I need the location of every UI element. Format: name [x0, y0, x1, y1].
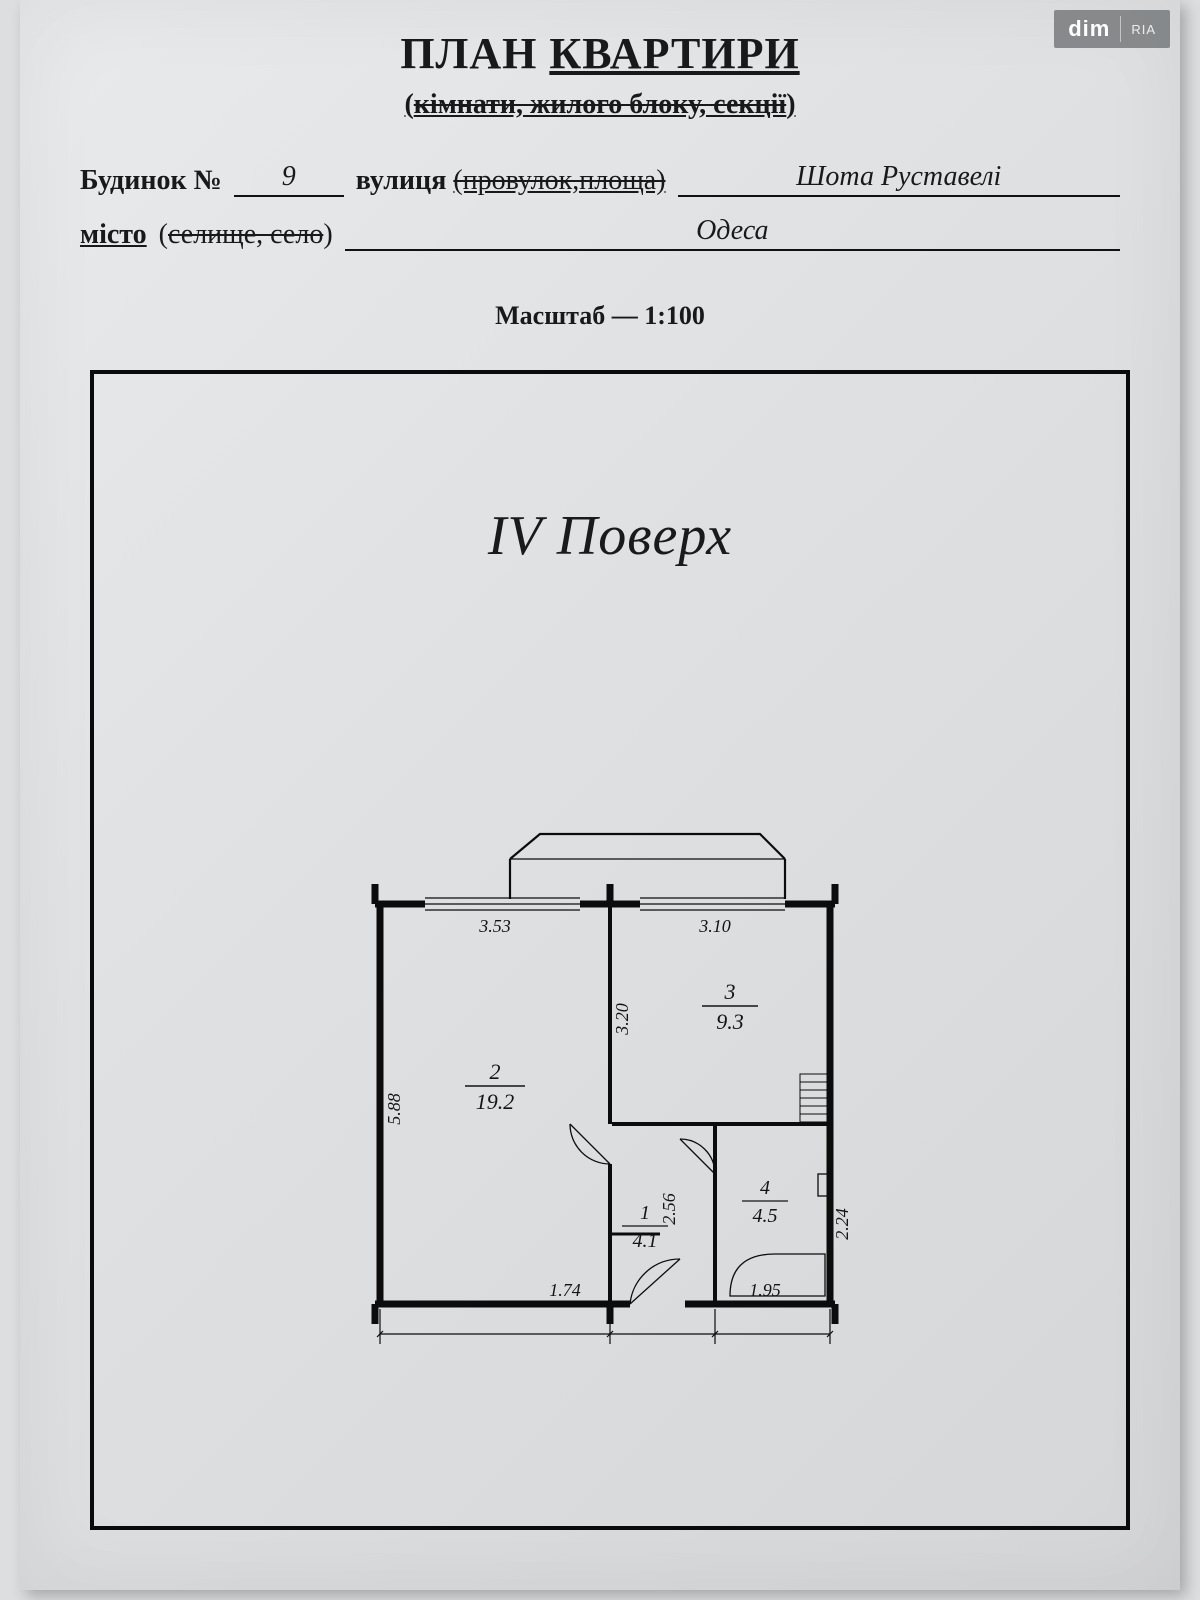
balcony-outline [510, 834, 785, 859]
outer-wall-bottom [375, 1304, 835, 1324]
title-word-2: КВАРТИРИ [549, 29, 799, 78]
outer-wall-top [375, 884, 835, 904]
title-word-1: ПЛАН [400, 29, 537, 78]
document-title-block: ПЛАН КВАРТИРИ (кімнати, жилого блоку, се… [20, 0, 1180, 121]
room4-area: 4.5 [753, 1205, 778, 1227]
street-label-text: вулиця [356, 165, 447, 196]
street-label: вулиця (провулок,площа) [356, 165, 666, 197]
form-row-2: місто (селище, село) Одеса [80, 215, 1120, 251]
dim-h-room1: 2.56 [659, 1193, 679, 1225]
form-row-1: Будинок № 9 вулиця (провулок,площа) Шота… [80, 161, 1120, 197]
dim-h-left: 5.88 [384, 1093, 404, 1125]
vent-hatch [800, 1074, 828, 1122]
room1-area: 4.1 [633, 1230, 658, 1252]
room2-num: 2 [490, 1059, 501, 1084]
room4-num: 4 [760, 1177, 770, 1199]
dim-h-room4: 2.24 [832, 1208, 852, 1240]
dim-h-room3: 3.20 [612, 1003, 632, 1036]
room1-num: 1 [640, 1202, 650, 1224]
building-value: 9 [234, 161, 344, 197]
city-value: Одеса [345, 215, 1120, 251]
room3-area: 9.3 [716, 1009, 744, 1034]
street-alt-struck: (провулок,площа) [453, 165, 665, 196]
room2-area: 19.2 [476, 1089, 515, 1114]
dim-lines [377, 1309, 833, 1344]
watermark-text: dim [1068, 16, 1110, 42]
document-subtitle: (кімнати, жилого блоку, секції) [20, 89, 1180, 121]
room3-num: 3 [724, 979, 736, 1004]
watermark-separator [1120, 16, 1121, 42]
dimension-labels: 3.53 3.10 5.88 3.20 2.56 2.24 1.74 1.95 [384, 916, 852, 1300]
document-page: dim RIA ПЛАН КВАРТИРИ (кімнати, жилого б… [20, 0, 1180, 1590]
subtitle-prefix: ( [404, 89, 413, 120]
floor-plan: 3.53 3.10 5.88 3.20 2.56 2.24 1.74 1.95 … [330, 804, 890, 1374]
bathtub-icon [730, 1174, 828, 1296]
dim-w-room4: 1.95 [749, 1280, 781, 1300]
watermark-badge: dim RIA [1054, 10, 1170, 48]
city-alt-struck-inner: селище, село [168, 219, 323, 250]
document-title: ПЛАН КВАРТИРИ [20, 28, 1180, 79]
dim-w-room2: 3.53 [478, 916, 511, 936]
watermark-subtext: RIA [1131, 22, 1156, 37]
dim-w-room3: 3.10 [698, 916, 731, 936]
plan-frame: IV Поверх [90, 370, 1130, 1530]
building-label: Будинок № [80, 165, 222, 197]
street-value: Шота Руставелі [678, 161, 1120, 197]
city-alt: (селище, село) [159, 219, 333, 251]
subtitle-struck: кімнати, жилого блоку, секції [414, 89, 786, 120]
dim-w-room1: 1.74 [549, 1280, 581, 1300]
floor-label: IV Поверх [94, 504, 1126, 568]
subtitle-suffix: ) [786, 89, 795, 120]
scale-label: Масштаб — 1:100 [20, 301, 1180, 331]
floor-plan-svg: 3.53 3.10 5.88 3.20 2.56 2.24 1.74 1.95 … [330, 804, 890, 1374]
city-label: місто [80, 219, 147, 251]
address-form: Будинок № 9 вулиця (провулок,площа) Шота… [80, 161, 1120, 251]
